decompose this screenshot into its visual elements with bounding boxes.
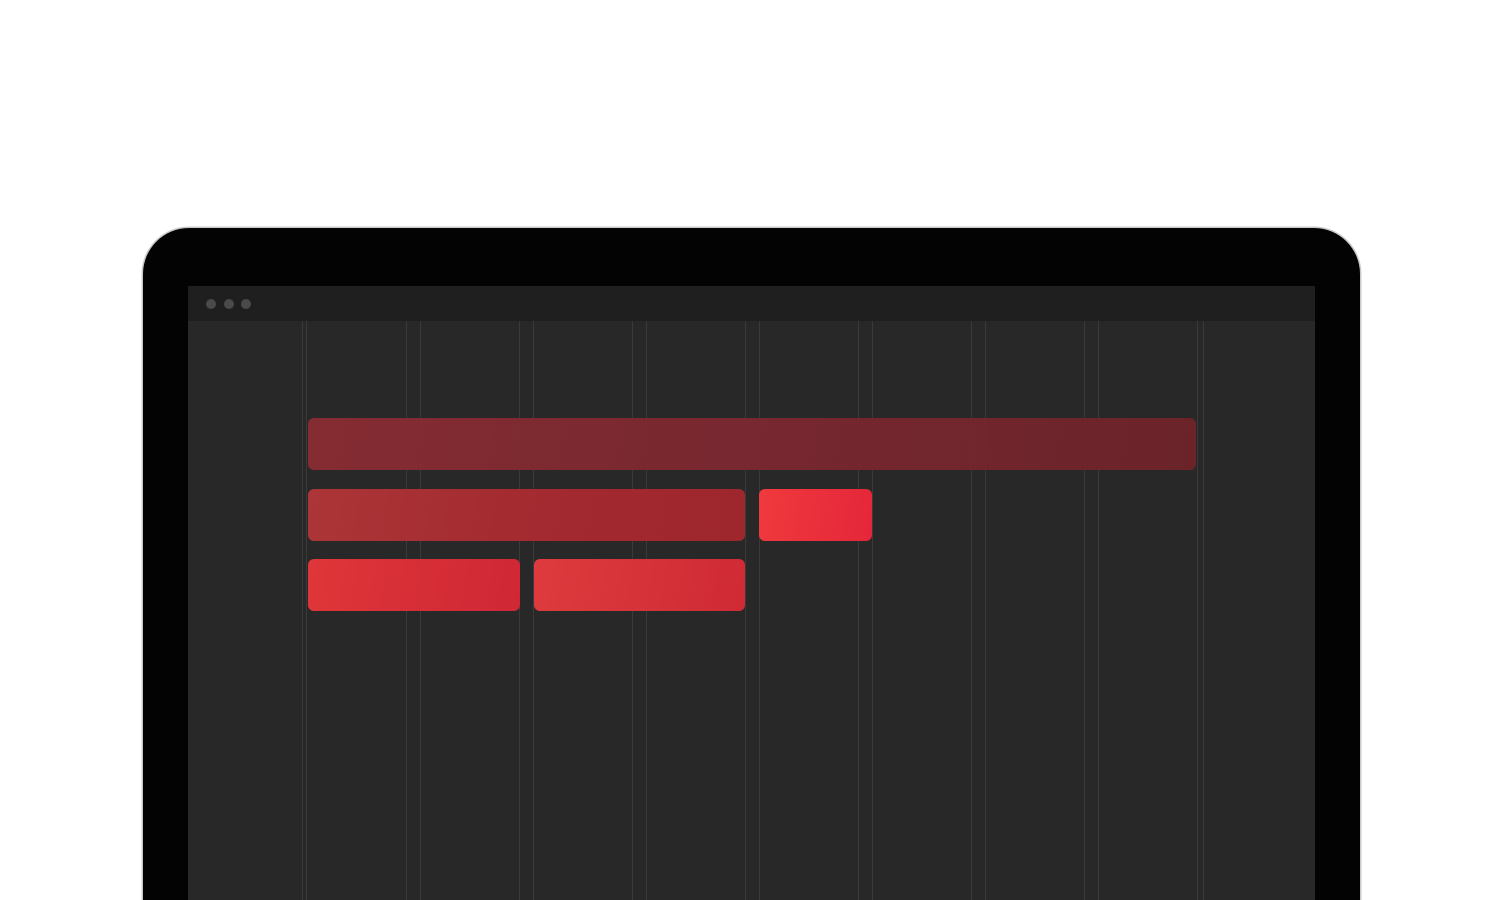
grid-guide-line [872,321,873,900]
window-dot-icon[interactable] [206,299,216,309]
app-screen [188,286,1315,900]
grid-guide-line [302,321,303,900]
grid-guide-line [519,321,520,900]
grid-guide-line [745,321,746,900]
window-titlebar [188,286,1315,321]
window-dot-icon[interactable] [241,299,251,309]
grid-guide-line [1084,321,1085,900]
grid-guide-line [858,321,859,900]
layout-block-quarter-right [534,559,745,611]
layout-block-quarter-left [308,559,520,611]
grid-guide-line [1197,321,1198,900]
grid-guide-line [1098,321,1099,900]
grid-guide-line [985,321,986,900]
layout-block-single-column [759,489,872,541]
grid-guide-line [1203,321,1204,900]
layout-block-half-width [308,489,745,541]
grid-guide-line [533,321,534,900]
grid-guide-line [971,321,972,900]
layout-block-full-width [308,418,1196,470]
grid-guide-line [306,321,307,900]
window-dot-icon[interactable] [224,299,234,309]
grid-guide-line [759,321,760,900]
